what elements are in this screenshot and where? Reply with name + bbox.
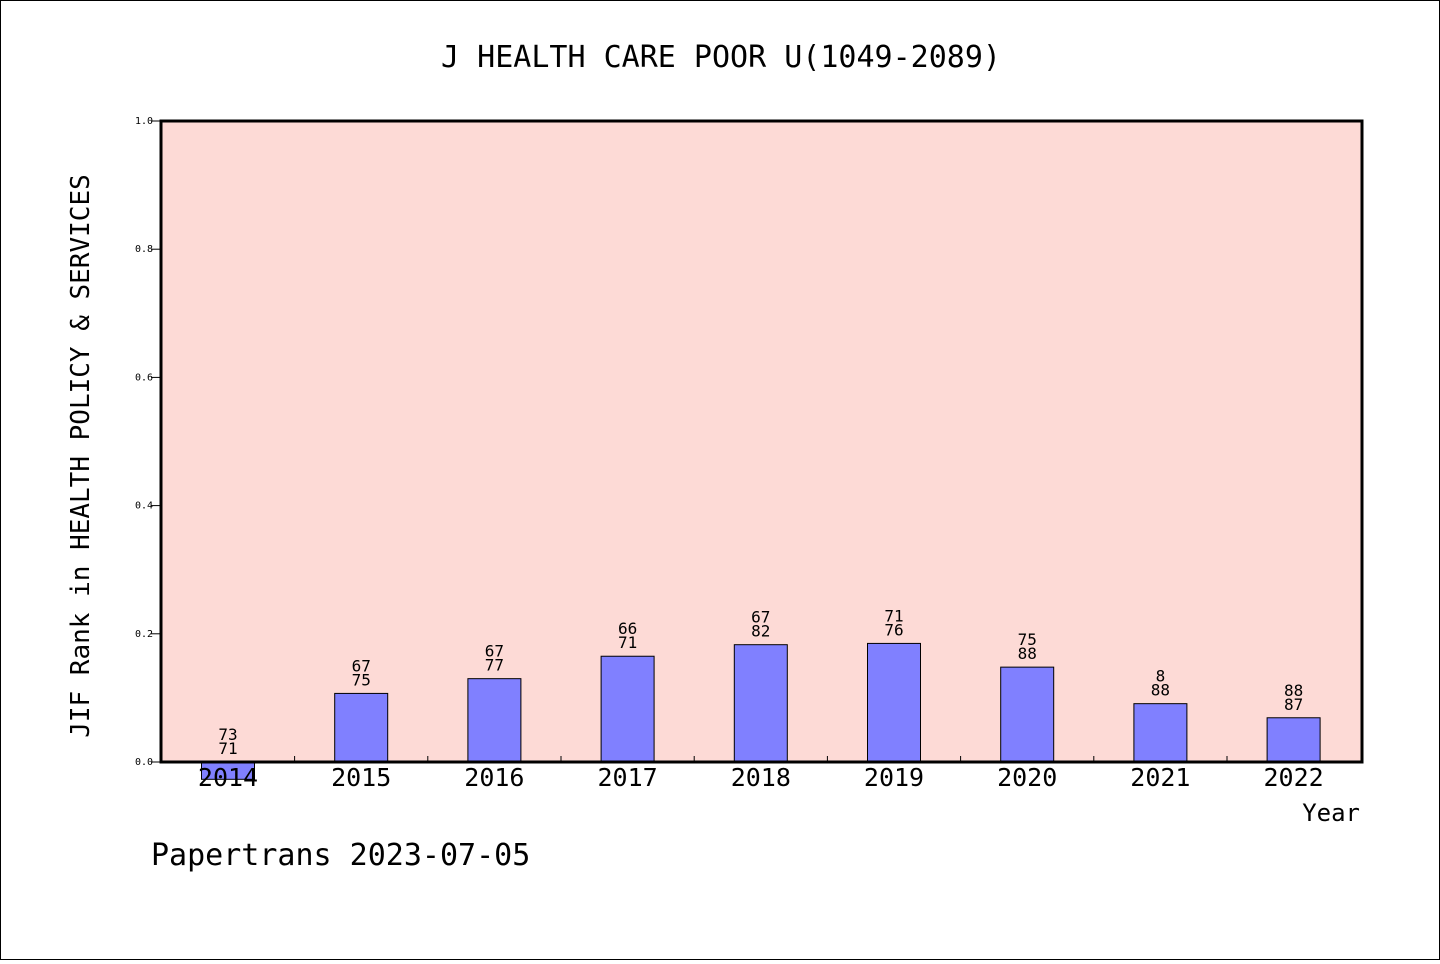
data-label-bottom: 88 — [1018, 644, 1037, 663]
bar-2019 — [867, 642, 921, 763]
bar-2020 — [1000, 666, 1055, 763]
data-label-top: 71 — [884, 606, 903, 625]
x-axis-ticks: 2014 2015 2016 2017 2018 2019 2020 2021 2022 — [198, 756, 1324, 792]
data-label-bottom: 76 — [884, 620, 903, 639]
x-tick-label: 2017 — [597, 763, 657, 792]
bar-2021 — [1133, 703, 1188, 763]
data-label-bottom: 87 — [1284, 695, 1303, 714]
y-tick-label: 0.0 — [135, 757, 153, 768]
y-tick-label: 1.0 — [135, 116, 153, 127]
data-label-top: 67 — [352, 656, 371, 675]
x-tick-label: 2018 — [731, 763, 791, 792]
bar-2017 — [600, 655, 655, 763]
x-tick-label: 2016 — [464, 763, 524, 792]
x-tick-label: 2019 — [864, 763, 924, 792]
y-tick-label: 0.4 — [135, 501, 153, 512]
y-axis-ticks: 0.0 0.2 0.4 0.6 0.8 1.0 — [135, 116, 161, 768]
x-tick-label: 2021 — [1130, 763, 1190, 792]
x-tick-label: 2022 — [1263, 763, 1323, 792]
y-axis-label: JIF Rank in HEALTH POLICY & SERVICES — [66, 174, 96, 738]
plot-border — [159, 119, 1364, 764]
y-tick-label: 0.8 — [135, 244, 153, 255]
data-label-bottom: 75 — [352, 670, 371, 689]
data-label-bottom: 82 — [751, 622, 770, 641]
bars-group — [201, 642, 1321, 780]
data-label-bottom: 88 — [1151, 681, 1170, 700]
data-label-top: 66 — [618, 619, 637, 638]
data-label-bottom: 71 — [618, 633, 637, 652]
bar-2018 — [733, 644, 788, 763]
data-label-top: 67 — [751, 608, 770, 627]
bar-2022 — [1266, 717, 1321, 763]
bar-2016 — [467, 678, 522, 763]
data-label-top: 75 — [1018, 630, 1037, 649]
y-tick-label: 0.6 — [135, 372, 153, 383]
chart-title: J HEALTH CARE POOR U(1049-2089) — [441, 40, 1001, 75]
data-label-top: 8 — [1156, 667, 1166, 686]
y-tick-label: 0.2 — [135, 629, 153, 640]
data-label-top: 73 — [218, 725, 237, 744]
data-label-top: 67 — [485, 642, 504, 661]
x-axis-label: Year — [1302, 799, 1360, 827]
data-label-top: 88 — [1284, 681, 1303, 700]
footer-caption: Papertrans 2023-07-05 — [151, 838, 530, 873]
x-tick-label: 2015 — [331, 763, 391, 792]
x-tick-label: 2014 — [198, 763, 258, 792]
x-tick-label: 2020 — [997, 763, 1057, 792]
data-label-bottom: 77 — [485, 656, 504, 675]
bar-2015 — [334, 692, 389, 763]
data-label-bottom: 71 — [218, 739, 237, 758]
